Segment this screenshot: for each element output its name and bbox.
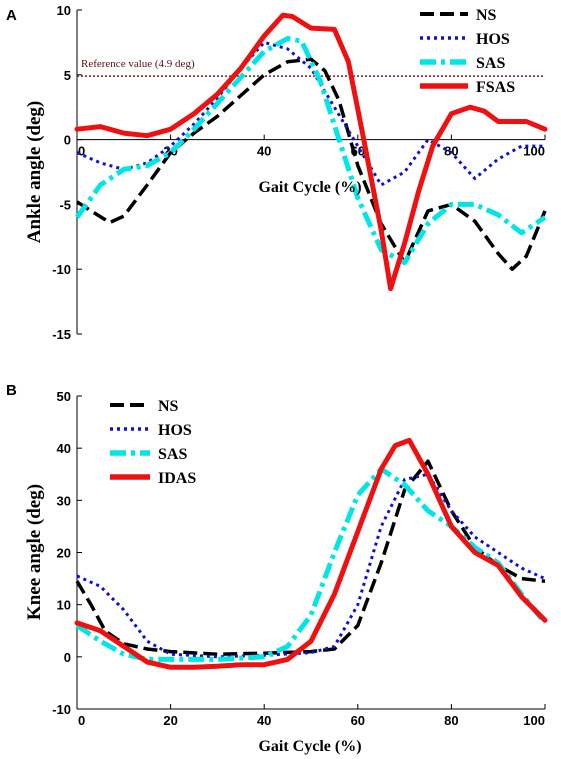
panel-label: B bbox=[6, 382, 17, 399]
y-tick-label: 50 bbox=[57, 389, 71, 404]
x-tick-label: 0 bbox=[78, 713, 85, 728]
y-tick-label: -15 bbox=[52, 327, 71, 342]
legend-label-idas: IDAS bbox=[158, 470, 196, 487]
legend-label-ns: NS bbox=[158, 398, 179, 415]
y-tick-label: 40 bbox=[57, 441, 71, 456]
series-line-fsas bbox=[74, 12, 548, 292]
x-axis-label: Gait Cycle (%) bbox=[258, 179, 361, 196]
legend-label-sas: SAS bbox=[476, 55, 505, 72]
y-axis-label: Ankle angle (deg) bbox=[24, 101, 45, 244]
y-tick-label: -5 bbox=[59, 197, 71, 212]
y-tick-label: -10 bbox=[52, 702, 71, 717]
panel-label: A bbox=[6, 7, 17, 24]
series-line-ns bbox=[76, 57, 547, 271]
series-line-sas bbox=[74, 36, 547, 266]
legend-label-hos: HOS bbox=[158, 422, 192, 439]
y-tick-label: 0 bbox=[64, 650, 71, 665]
y-tick-label: 30 bbox=[57, 493, 71, 508]
x-tick-label: 0 bbox=[78, 144, 85, 159]
y-axis-label: Knee angle (deg) bbox=[24, 484, 45, 620]
y-tick-label: 0 bbox=[64, 133, 71, 148]
x-tick-label: 40 bbox=[257, 713, 271, 728]
y-tick-label: -10 bbox=[52, 262, 71, 277]
series-line-ns bbox=[75, 459, 546, 656]
x-tick-label: 80 bbox=[444, 713, 458, 728]
x-tick-label: 20 bbox=[163, 713, 177, 728]
legend-label-hos: HOS bbox=[476, 31, 510, 48]
legend-label-sas: SAS bbox=[158, 446, 187, 463]
x-axis-label: Gait Cycle (%) bbox=[258, 738, 361, 755]
y-tick-label: 10 bbox=[57, 3, 71, 18]
x-tick-label: 40 bbox=[257, 144, 271, 159]
x-tick-label: 60 bbox=[351, 713, 365, 728]
series-line-idas bbox=[74, 437, 548, 670]
legend-label-fsas: FSAS bbox=[476, 79, 515, 96]
series-line-hos bbox=[76, 472, 546, 659]
legend-label-ns: NS bbox=[476, 7, 497, 24]
x-tick-label: 100 bbox=[523, 713, 545, 728]
y-tick-label: 10 bbox=[57, 598, 71, 613]
y-tick-label: 5 bbox=[64, 68, 71, 83]
y-tick-label: 20 bbox=[57, 546, 71, 561]
series-line-sas bbox=[75, 466, 547, 662]
reference-line-label: Reference value (4.9 deg) bbox=[81, 58, 195, 70]
